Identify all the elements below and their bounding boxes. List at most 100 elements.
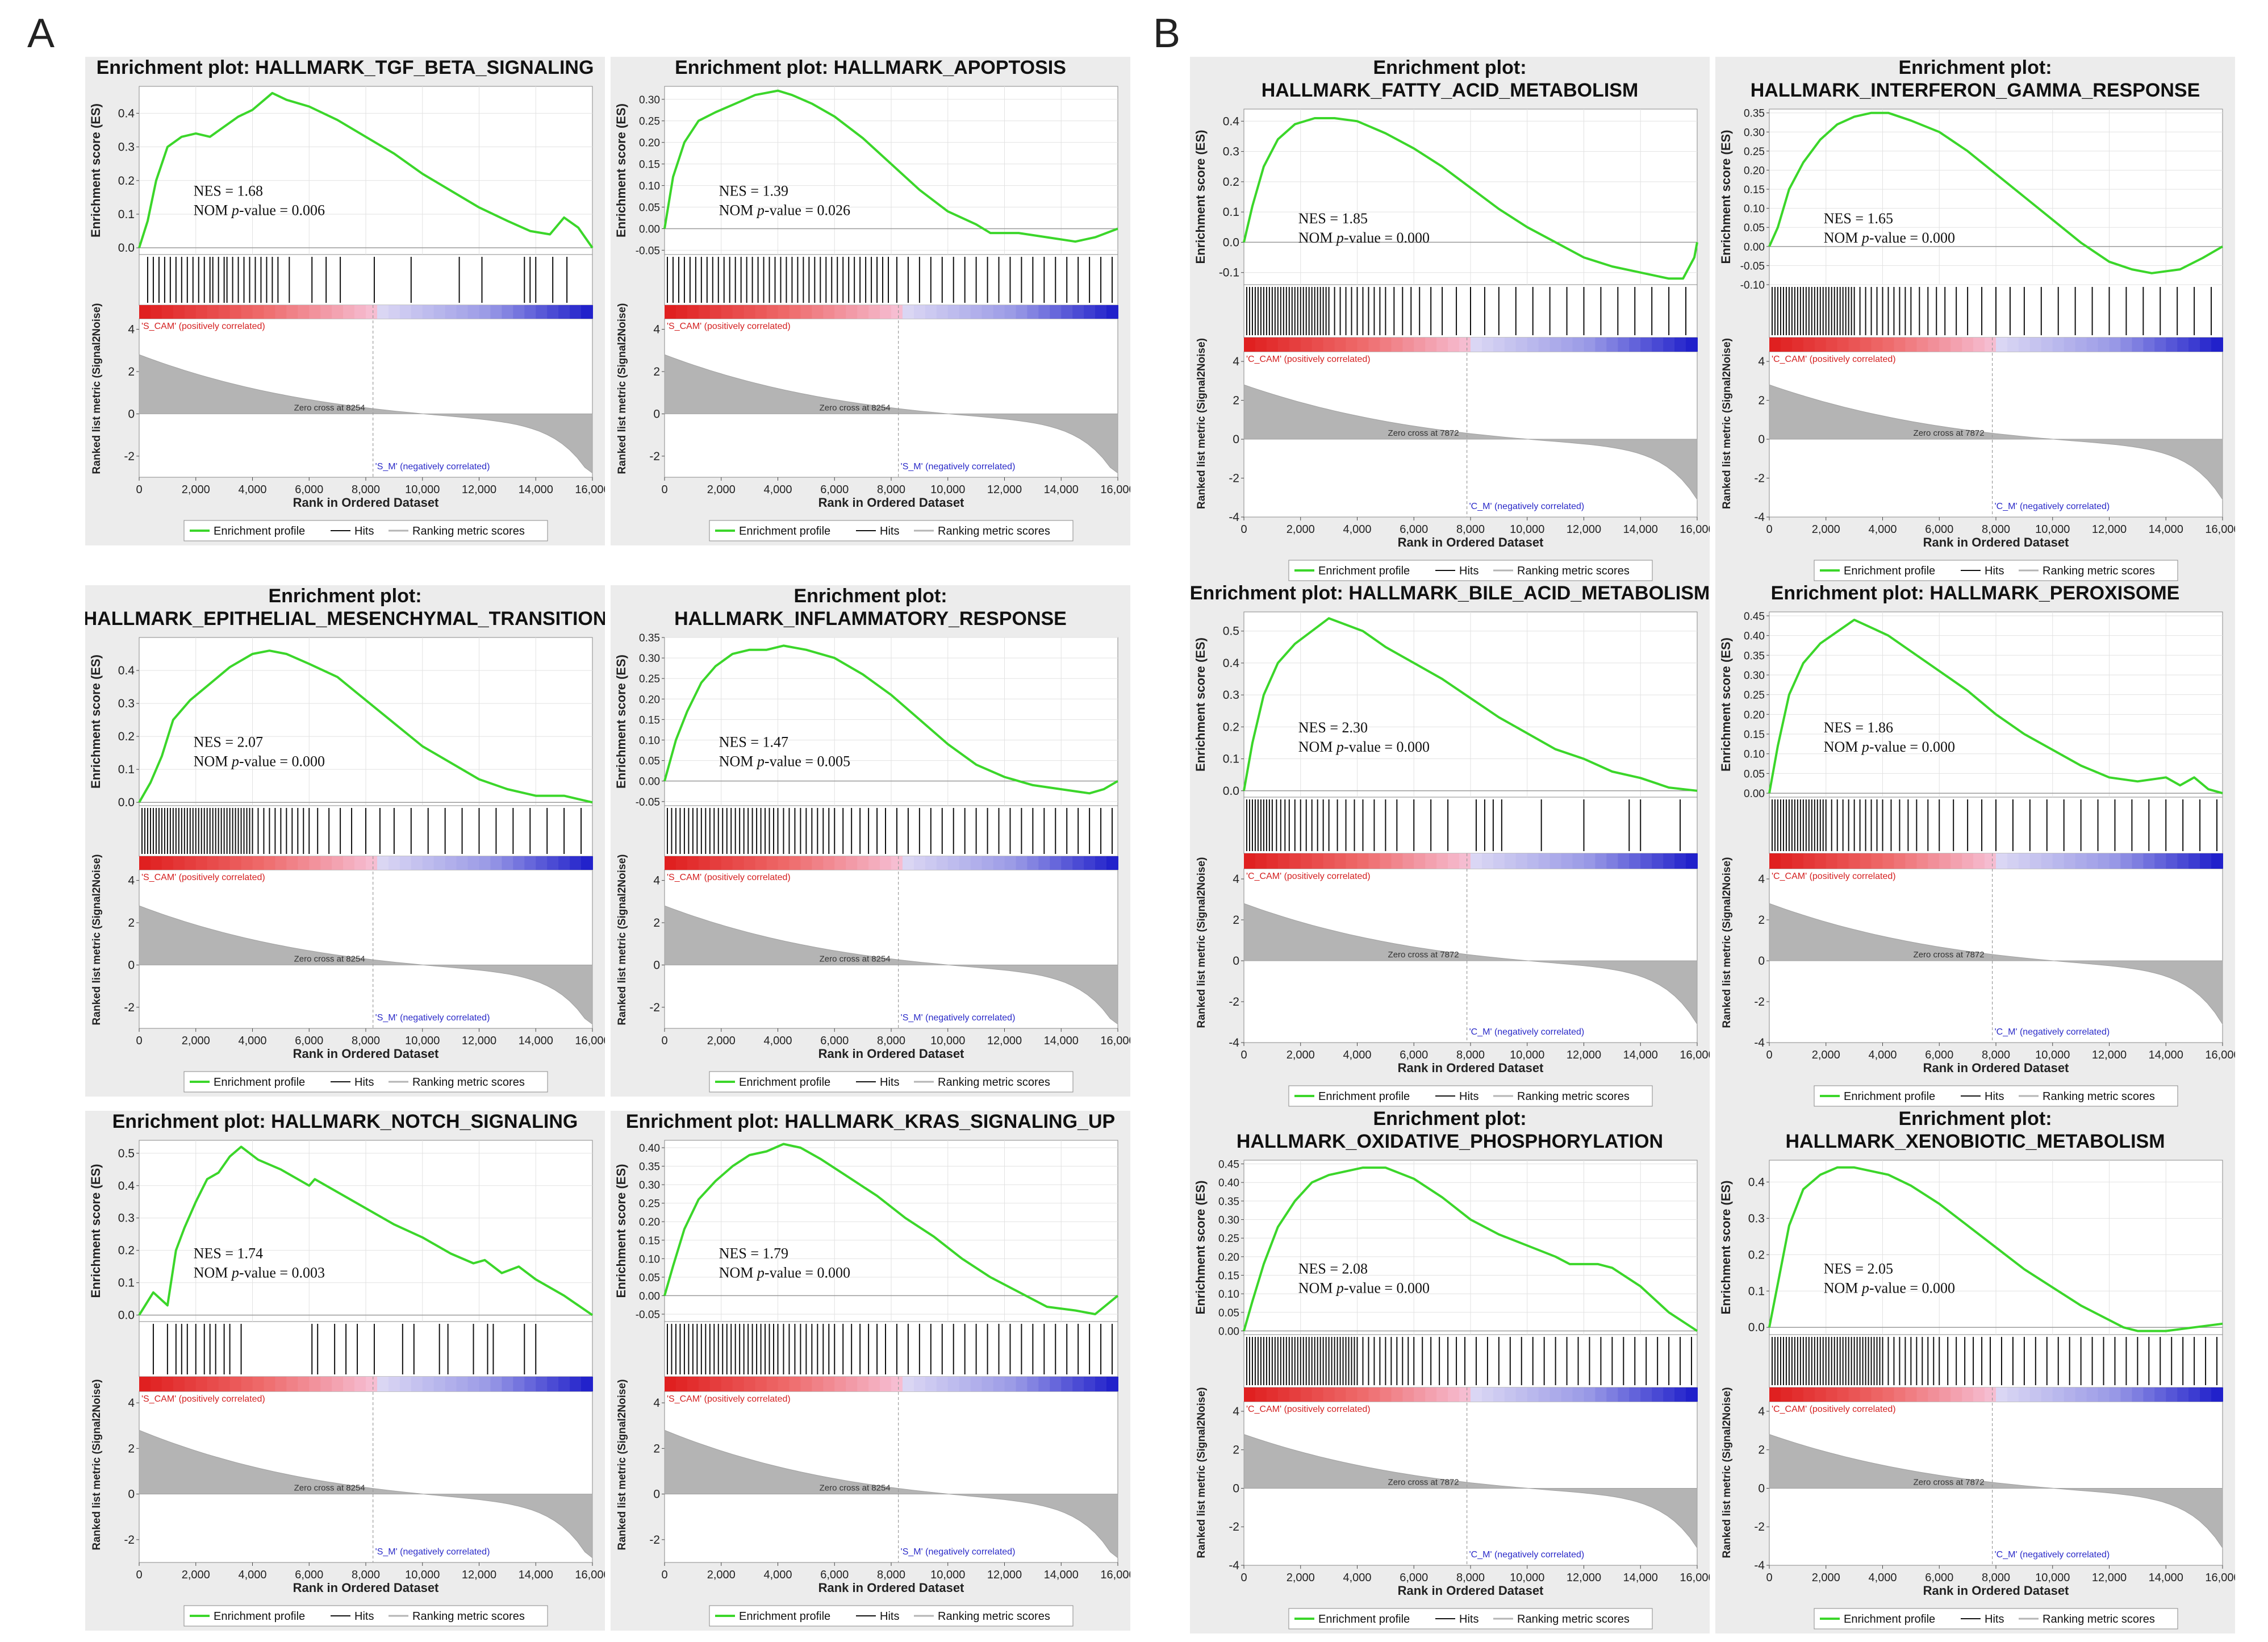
ranking-color-segment [789,856,801,870]
ranking-color-segment [195,305,208,319]
legend-hits-label: Hits [880,1076,899,1089]
metric-tick-label: 0 [653,407,660,420]
ranking-color-segment [1471,1387,1482,1402]
plot-title: Enrichment plot: HALLMARK_KRAS_SIGNALING… [626,1111,1115,1132]
ranking-metric-area [664,354,1118,474]
x-tick-label: 4,000 [1343,1049,1371,1061]
ranking-color-segment [513,1377,525,1391]
plot-title: Enrichment plot: HALLMARK_BILE_ACID_META… [1190,582,1710,604]
ranking-color-segment [343,305,356,319]
x-tick-label: 10,000 [2035,1572,2070,1584]
plot-title: Enrichment plot: [1898,1108,2052,1130]
legend-box [1288,1085,1653,1107]
ranking-color-segment [902,1377,914,1391]
ranking-color-segment [1527,853,1539,869]
ranking-color-segment [1640,853,1653,869]
ranking-color-segment [1606,1387,1619,1402]
metric-tick-label: 0 [1758,1482,1765,1495]
ranking-color-segment [207,1377,219,1391]
metric-tick-label: 4 [1233,355,1239,368]
x-tick-label: 2,000 [182,1035,210,1047]
zero-cross-label: Zero cross at 8254 [820,1483,891,1493]
ranking-color-segment [2166,853,2178,869]
ranking-color-segment [1871,1387,1883,1402]
x-tick-label: 6,000 [820,1569,849,1581]
metric-tick-label: 4 [1758,1405,1765,1418]
ranking-color-segment [834,856,847,870]
ranking-color-segment [286,1377,299,1391]
metric-axis-label: Ranked list metric (Signal2Noise) [1196,338,1208,509]
metric-tick-label: 0 [128,958,135,972]
enrichment-plot-7: Enrichment plot: HALLMARK_FATTY_ACID_META… [1190,57,1710,585]
es-tick-label: 0.4 [1748,1176,1765,1189]
ranking-color-segment [524,1377,537,1391]
plot-title: HALLMARK_INFLAMMATORY_RESPONSE [674,608,1067,630]
ranking-color-segment [1618,337,1630,352]
enrichment-plot-svg: Enrichment plot: HALLMARK_NOTCH_SIGNALIN… [89,1111,605,1627]
ranking-color-segment [1595,1387,1607,1402]
ranking-color-segment [1357,853,1369,869]
ranking-color-segment [264,305,276,319]
ranking-color-segment [902,305,914,319]
hits-area [1769,1334,2223,1388]
x-tick-label: 14,000 [1044,1569,1079,1581]
es-tick-label: 0.30 [1218,1215,1239,1227]
ranking-color-segment [2177,1387,2190,1402]
ranking-color-segment [1652,337,1664,352]
es-tick-label: 0.35 [1218,1196,1239,1208]
legend-hits-label: Hits [354,525,374,537]
enrichment-plot-2: Enrichment plot: HALLMARK_APOPTOSIS 0.30 0… [611,57,1130,545]
legend-box [1814,560,2178,581]
ranking-color-segment [2098,1387,2110,1402]
ranking-color-segment [2109,853,2121,869]
metric-tick-label: -4 [1229,1036,1239,1049]
ranking-color-segment [1038,1377,1051,1391]
x-tick-label: 16,000 [1100,1035,1130,1047]
x-tick-label: 2,000 [1287,1049,1315,1061]
x-axis-label: Rank in Ordered Dataset [293,495,439,510]
ranking-color-segment [1860,853,1872,869]
es-tick-label: 0.05 [1218,1307,1239,1319]
positive-correlation-label: 'C_CAM' (positively correlated) [1772,355,1896,364]
ranking-color-segment [959,1377,971,1391]
negative-correlation-label: 'S_M' (negatively correlated) [901,462,1016,472]
ranking-color-segment [467,1377,480,1391]
ranking-color-segment [687,856,699,870]
ranking-color-segment [1894,1387,1906,1402]
metric-tick-label: -4 [1754,1036,1765,1049]
es-tick-label: 0.00 [1744,788,1765,800]
ranking-color-segment [2029,853,2042,869]
ranking-color-segment [1481,853,1494,869]
ranking-color-segment [184,856,197,870]
ranking-color-segment [1826,337,1838,352]
x-tick-label: 4,000 [238,1569,266,1581]
ranking-color-segment [1572,853,1585,869]
ranking-color-segment [1572,1387,1585,1402]
legend-metric-label: Ranking metric scores [412,525,525,537]
enrichment-plot-12: Enrichment plot: HALLMARK_XENOBIOTIC_META… [1715,1108,2235,1633]
ranking-color-segment [755,856,767,870]
ranking-color-segment [698,856,711,870]
x-tick-label: 8,000 [352,1569,380,1581]
metric-tick-label: -4 [1754,511,1765,524]
x-axis-label: Rank in Ordered Dataset [818,1047,964,1061]
ranking-color-segment [1572,337,1585,352]
plot-title: Enrichment plot: HALLMARK_PEROXISOME [1771,582,2180,604]
x-axis-label: Rank in Ordered Dataset [1398,1061,1544,1075]
es-tick-label: 0.10 [1744,749,1765,761]
es-tick-label: 0.35 [1744,650,1765,662]
x-tick-label: 10,000 [1510,523,1544,536]
ranking-color-segment [2086,1387,2099,1402]
zero-cross-label: Zero cross at 8254 [294,954,365,964]
legend-hits-label: Hits [354,1076,374,1089]
ranking-color-segment [1323,1387,1335,1402]
plot-title: Enrichment plot: [793,585,947,607]
ranking-color-segment [1300,337,1313,352]
x-tick-label: 8,000 [1456,1049,1485,1061]
enrichment-profile-line [1243,117,1698,280]
legend-profile-label: Enrichment profile [739,525,830,537]
nom-pvalue: NOM p-value = 0.006 [194,202,325,218]
ranking-color-segment [456,1377,469,1391]
x-tick-label: 14,000 [519,1035,553,1047]
metric-tick-label: -2 [1754,472,1765,485]
